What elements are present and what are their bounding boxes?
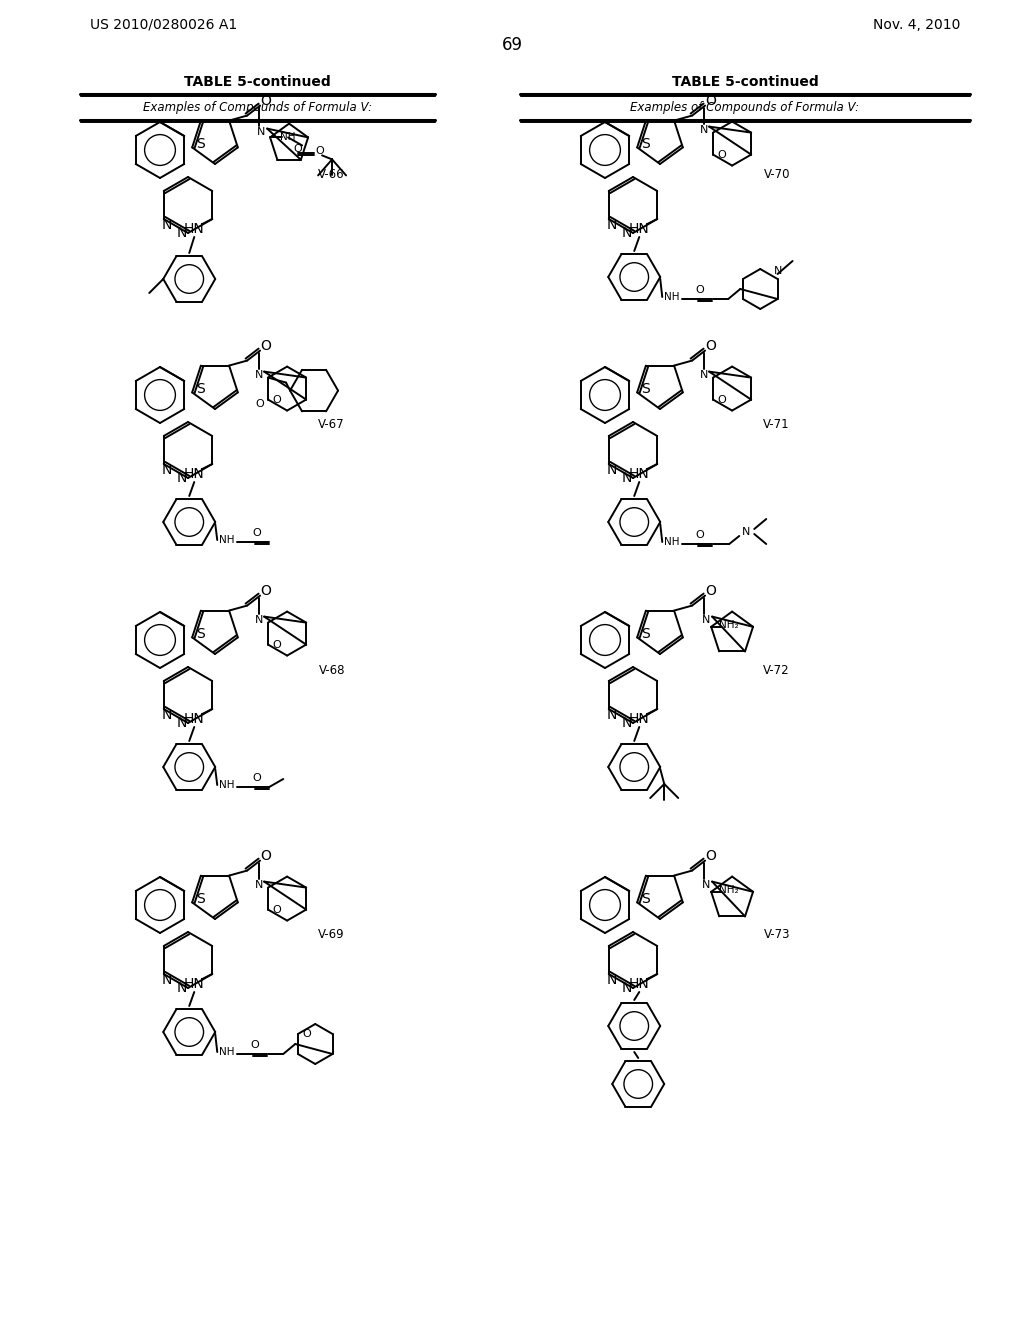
Text: S: S <box>196 892 205 907</box>
Text: N: N <box>177 981 187 995</box>
Text: V-67: V-67 <box>318 418 345 432</box>
Text: US 2010/0280026 A1: US 2010/0280026 A1 <box>90 18 238 32</box>
Text: N: N <box>742 527 751 537</box>
Text: TABLE 5-continued: TABLE 5-continued <box>672 75 818 88</box>
Text: S: S <box>641 627 649 642</box>
Text: O: O <box>261 94 271 108</box>
Text: V-66: V-66 <box>318 169 345 181</box>
Text: O: O <box>696 531 705 540</box>
Text: N: N <box>162 463 172 477</box>
Text: O: O <box>253 774 261 783</box>
Text: N: N <box>177 715 187 730</box>
Text: O: O <box>706 94 717 108</box>
Text: N: N <box>162 973 172 987</box>
Text: S: S <box>196 137 205 152</box>
Text: O: O <box>706 583 717 598</box>
Text: O: O <box>272 640 282 649</box>
Text: N: N <box>606 463 616 477</box>
Text: O: O <box>261 583 271 598</box>
Text: NH: NH <box>219 780 234 789</box>
Text: V-70: V-70 <box>764 169 790 181</box>
Text: NH₂: NH₂ <box>720 884 739 895</box>
Text: O: O <box>253 528 261 539</box>
Text: O: O <box>261 849 271 862</box>
Text: S: S <box>641 892 649 907</box>
Text: N: N <box>606 708 616 722</box>
Text: O: O <box>302 1030 311 1039</box>
Text: O: O <box>294 144 302 154</box>
Text: Nov. 4, 2010: Nov. 4, 2010 <box>872 18 961 32</box>
Text: N: N <box>622 981 632 995</box>
Text: HN: HN <box>184 977 205 991</box>
Text: NH: NH <box>665 537 680 546</box>
Text: N: N <box>606 218 616 232</box>
Text: N: N <box>177 226 187 240</box>
Text: N: N <box>622 471 632 484</box>
Text: N: N <box>773 267 781 276</box>
Text: HN: HN <box>629 467 649 480</box>
Text: O: O <box>718 149 726 160</box>
Text: TABLE 5-continued: TABLE 5-continued <box>184 75 331 88</box>
Text: S: S <box>641 383 649 396</box>
Text: N: N <box>700 124 709 135</box>
Text: O: O <box>706 849 717 862</box>
Text: N: N <box>700 370 709 380</box>
Text: O: O <box>718 395 726 405</box>
Text: N: N <box>622 715 632 730</box>
Text: S: S <box>196 627 205 642</box>
Text: N: N <box>162 708 172 722</box>
Text: NH: NH <box>665 292 680 302</box>
Text: N: N <box>255 879 263 890</box>
Text: N: N <box>701 615 711 624</box>
Text: O: O <box>706 339 717 352</box>
Text: V-72: V-72 <box>763 664 790 676</box>
Text: N: N <box>701 879 711 890</box>
Text: V-69: V-69 <box>318 928 345 941</box>
Text: NH: NH <box>219 1047 234 1057</box>
Text: HN: HN <box>629 222 649 236</box>
Text: N: N <box>257 127 265 136</box>
Text: V-73: V-73 <box>764 928 790 941</box>
Text: HN: HN <box>629 711 649 726</box>
Text: N: N <box>177 471 187 484</box>
Text: O: O <box>696 285 705 294</box>
Text: N: N <box>255 370 263 380</box>
Text: NH: NH <box>281 132 296 143</box>
Text: O: O <box>315 147 325 156</box>
Text: O: O <box>251 1040 260 1049</box>
Text: HN: HN <box>184 222 205 236</box>
Text: O: O <box>256 399 264 409</box>
Text: Examples of Compounds of Formula V:: Examples of Compounds of Formula V: <box>631 100 859 114</box>
Text: NH₂: NH₂ <box>720 620 739 630</box>
Text: S: S <box>196 383 205 396</box>
Text: NH: NH <box>219 535 234 545</box>
Text: S: S <box>641 137 649 152</box>
Text: 69: 69 <box>502 36 522 54</box>
Text: N: N <box>162 218 172 232</box>
Text: O: O <box>272 395 282 405</box>
Text: V-68: V-68 <box>318 664 345 676</box>
Text: HN: HN <box>184 467 205 480</box>
Text: HN: HN <box>184 711 205 726</box>
Text: N: N <box>622 226 632 240</box>
Text: O: O <box>272 904 282 915</box>
Text: O: O <box>261 339 271 352</box>
Text: N: N <box>255 615 263 624</box>
Text: Examples of Compounds of Formula V:: Examples of Compounds of Formula V: <box>143 100 372 114</box>
Text: HN: HN <box>629 977 649 991</box>
Text: N: N <box>606 973 616 987</box>
Text: V-71: V-71 <box>763 418 790 432</box>
